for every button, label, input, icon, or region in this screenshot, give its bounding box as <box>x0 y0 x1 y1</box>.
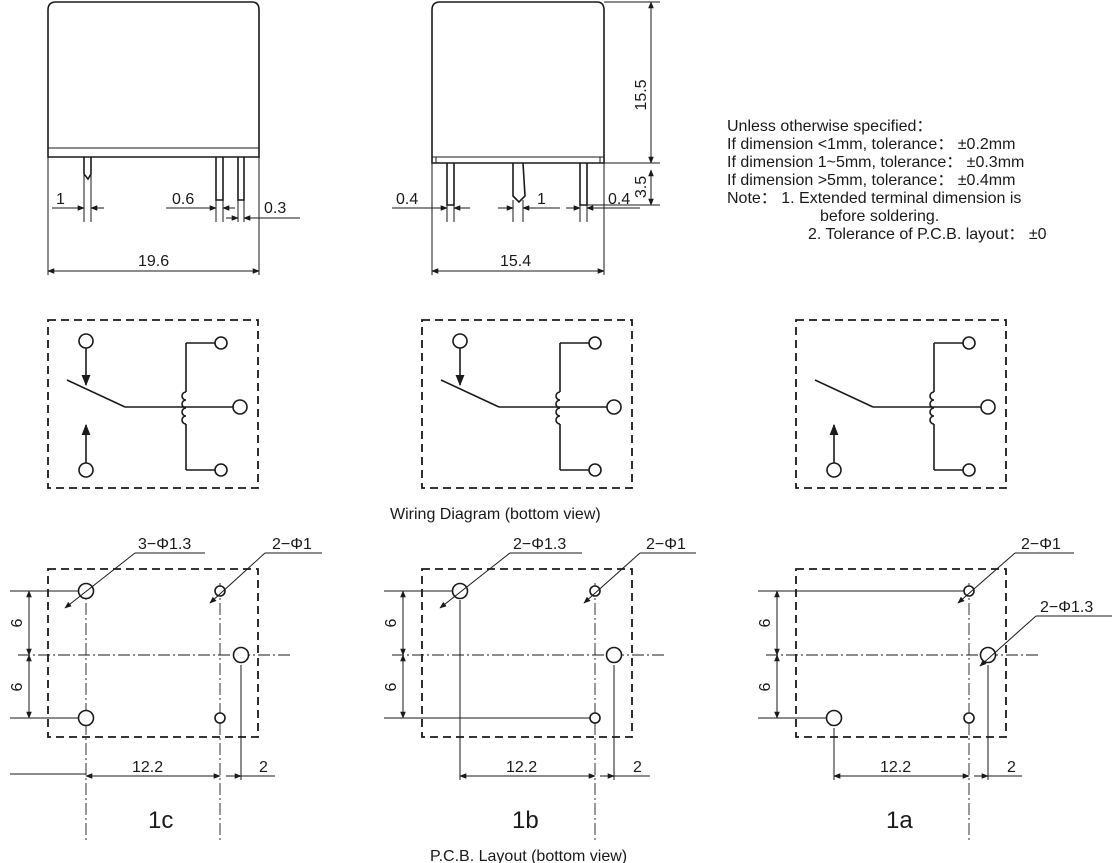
wiring-frame <box>421 319 633 489</box>
coil-icon <box>555 391 561 425</box>
pin <box>215 157 224 201</box>
spacing-top: 6 <box>9 618 26 627</box>
spacing-bottom: 6 <box>383 682 400 691</box>
pin <box>83 157 92 181</box>
pcb-hole-large <box>232 646 250 664</box>
dim-pin-gap: 0.3 <box>264 200 286 217</box>
spacing-top: 6 <box>383 618 400 627</box>
notes-line: 2. Tolerance of P.C.B. layout： ±0 <box>808 226 1047 243</box>
pcb-layout-caption: P.C.B. Layout (bottom view) <box>430 848 627 863</box>
notes-line: before soldering. <box>820 208 940 225</box>
wiring-1b <box>421 319 633 489</box>
dim-pin-length: 3.5 <box>633 176 650 198</box>
big-hole-label: 3−Φ1.3 <box>138 536 191 553</box>
notes-line: If dimension >5mm, tolerance： ±0.4mm <box>727 172 1016 189</box>
dim-height: 15.5 <box>633 79 650 110</box>
pin <box>237 157 245 201</box>
pcb-frame <box>421 568 633 738</box>
coil-icon <box>929 391 935 425</box>
big-hole-label: 2−Φ1.3 <box>513 536 566 553</box>
wiring-1a <box>795 319 1007 489</box>
dim-width: 15.4 <box>500 253 531 270</box>
tolerance-notes: Unless otherwise specified： If dimension… <box>727 118 1116 244</box>
pitch-label: 12.2 <box>880 759 911 776</box>
offset-label: 2 <box>633 759 642 776</box>
pitch-label: 12.2 <box>132 759 163 776</box>
pcb-layout-1b: 6 6 2−Φ1.3 2−Φ1 12.2 2 <box>383 536 696 840</box>
variant-label-1b: 1b <box>512 807 539 834</box>
pin <box>446 163 455 206</box>
dim-pin-thickness: 0.6 <box>172 191 194 208</box>
pcb-hole-small <box>589 712 601 724</box>
pitch-label: 12.2 <box>506 759 537 776</box>
spacing-bottom: 6 <box>9 682 26 691</box>
dim-middle-pin: 1 <box>537 191 546 208</box>
pin <box>512 162 526 204</box>
dim-length: 19.6 <box>138 253 169 270</box>
side-view: 0.4 1 0.4 15.4 15.5 3.5 <box>392 1 660 275</box>
pin <box>579 163 588 206</box>
dim-offset-left: 0.4 <box>396 191 418 208</box>
wiring-1c <box>47 319 259 489</box>
notes-title: Unless otherwise specified： <box>727 118 933 135</box>
variant-label-1c: 1c <box>148 807 173 834</box>
pcb-hole-large <box>77 709 95 727</box>
relay-body-side <box>431 1 605 164</box>
pcb-hole-large <box>605 646 623 664</box>
variant-label-1a: 1a <box>886 807 913 834</box>
front-view: 1 0.6 0.3 19.6 <box>47 1 300 275</box>
wiring-diagram-caption: Wiring Diagram (bottom view) <box>390 506 601 523</box>
dim-pin-width: 1 <box>56 191 65 208</box>
pcb-frame <box>795 568 1007 738</box>
offset-label: 2 <box>259 759 268 776</box>
relay-body-front <box>47 1 260 158</box>
notes-line: Note： 1. Extended terminal dimension is <box>727 190 1022 207</box>
wiring-frame <box>795 319 1007 489</box>
pcb-hole-large <box>979 646 997 664</box>
offset-label: 2 <box>1007 759 1016 776</box>
pcb-hole-small <box>963 712 975 724</box>
pcb-hole-large <box>825 709 843 727</box>
wiring-frame <box>47 319 259 489</box>
small-hole-label: 2−Φ1 <box>646 536 686 553</box>
small-hole-label: 2−Φ1 <box>1021 536 1061 553</box>
coil-icon <box>181 391 187 425</box>
spacing-top: 6 <box>757 618 774 627</box>
pcb-frame <box>47 568 259 738</box>
pcb-hole-small <box>963 585 975 597</box>
small-hole-label: 2−Φ1 <box>272 536 312 553</box>
dim-offset-right: 0.4 <box>608 191 630 208</box>
pcb-hole-small <box>589 585 601 597</box>
pcb-layout-1c: 6 6 3−Φ1.3 2−Φ1 12.2 2 <box>9 536 322 840</box>
pcb-hole-small <box>214 585 226 597</box>
pcb-layout-1a: 6 6 2−Φ1 2−Φ1.3 12.2 2 <box>757 536 1112 840</box>
notes-line: If dimension 1~5mm, tolerance： ±0.3mm <box>727 154 1025 171</box>
notes-line: If dimension <1mm, tolerance： ±0.2mm <box>727 136 1016 153</box>
pcb-hole-small <box>214 712 226 724</box>
spacing-bottom: 6 <box>757 682 774 691</box>
big-hole-label: 2−Φ1.3 <box>1040 599 1093 616</box>
